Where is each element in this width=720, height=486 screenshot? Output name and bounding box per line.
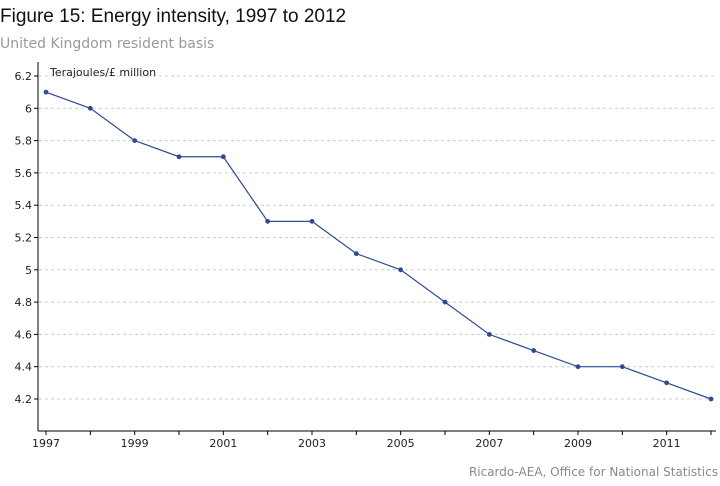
- source-note: Ricardo-AEA, Office for National Statist…: [468, 465, 718, 479]
- data-point: [619, 364, 625, 370]
- chart-subtitle: United Kingdom resident basis: [0, 36, 215, 52]
- y-tick-label: 5.8: [15, 135, 33, 148]
- data-point: [575, 364, 581, 370]
- x-tick-label: 2001: [209, 437, 237, 450]
- y-tick-label: 5.2: [15, 232, 33, 245]
- y-tick-label: 5: [25, 264, 32, 277]
- y-tick-label: 4.4: [15, 361, 33, 374]
- data-point: [265, 218, 271, 224]
- x-tick-label: 1997: [32, 437, 60, 450]
- x-tick-label: 2007: [475, 437, 503, 450]
- series-line: [45, 91, 712, 400]
- data-point: [87, 105, 93, 111]
- data-point: [531, 348, 537, 353]
- y-tick-label: 4.2: [15, 393, 33, 406]
- x-tick-label: 2003: [298, 437, 326, 450]
- x-tick-label: 1999: [121, 437, 149, 450]
- y-tick-label: 4.6: [15, 328, 33, 341]
- data-point: [43, 89, 49, 95]
- y-tick-label: 5.6: [15, 167, 33, 180]
- x-tick-label: 2009: [564, 437, 592, 450]
- data-point: [220, 154, 226, 160]
- data-point: [708, 396, 714, 402]
- series-energy-intensity: [43, 89, 714, 402]
- data-point: [132, 138, 138, 144]
- x-tick-label: 2011: [653, 437, 681, 450]
- axes: [34, 62, 716, 435]
- y-tick-label: 6: [25, 102, 32, 115]
- x-tick-labels: 1997 1999 2001 2003 2005 2007 2009 2011: [32, 437, 681, 450]
- y-axis-unit-label: Terajoules/£ million: [49, 66, 156, 79]
- data-point: [309, 218, 315, 224]
- data-point: [486, 332, 492, 337]
- chart-title: Figure 15: Energy intensity, 1997 to 201…: [0, 6, 347, 27]
- data-point: [398, 267, 404, 273]
- data-point: [353, 251, 359, 257]
- y-tick-label: 6.2: [15, 70, 33, 83]
- data-point: [664, 380, 670, 386]
- gridlines: [39, 75, 716, 400]
- y-tick-label: 5.4: [15, 199, 33, 212]
- data-point: [442, 299, 448, 305]
- y-tick-label: 4.8: [15, 296, 33, 309]
- y-tick-labels: 4.2 4.4 4.6 4.8 5 5.2 5.4 5.6 5.8 6 6.2: [15, 70, 33, 406]
- x-tick-label: 2005: [387, 437, 415, 450]
- data-point: [176, 154, 182, 160]
